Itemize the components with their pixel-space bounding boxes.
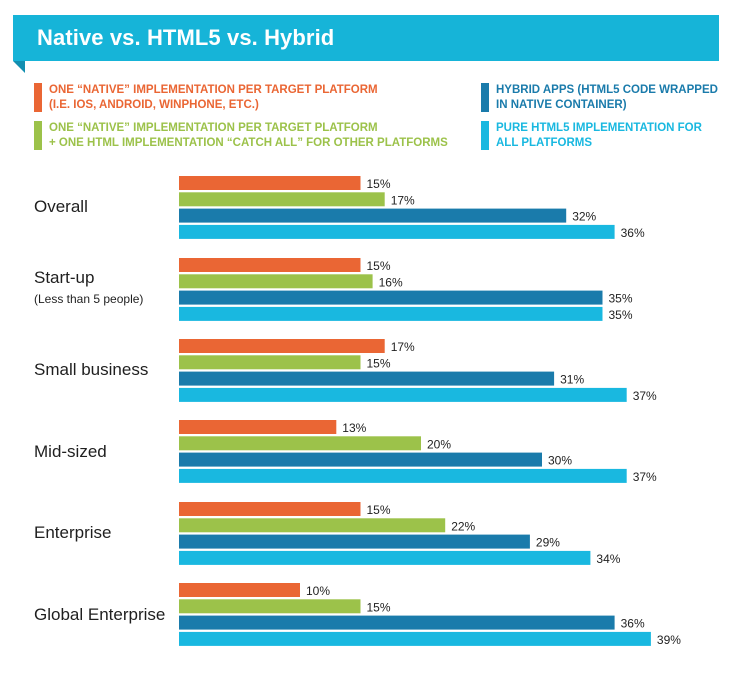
data-label-enterprise-native: 15% bbox=[367, 503, 391, 517]
bar-mid-sized-hybrid bbox=[179, 452, 542, 467]
data-label-overall-hybrid: 32% bbox=[572, 210, 596, 224]
data-label-enterprise-hybrid: 29% bbox=[536, 536, 560, 550]
bar-enterprise-pure-html5 bbox=[179, 550, 591, 565]
legend-label-native: ONE “NATIVE” IMPLEMENTATION PER TARGET P… bbox=[49, 84, 378, 111]
category-label-enterprise: Enterprise bbox=[34, 523, 112, 542]
data-label-mid-sized-native: 13% bbox=[342, 421, 366, 435]
title-banner: Native vs. HTML5 vs. Hybrid bbox=[13, 15, 719, 61]
bar-global-enterprise-pure-html5 bbox=[179, 631, 651, 646]
data-label-start-up-pure-html5: 35% bbox=[609, 308, 633, 322]
data-label-small-business-hybrid: 31% bbox=[560, 373, 584, 387]
data-label-enterprise-native-plus-html: 22% bbox=[451, 519, 475, 533]
bar-global-enterprise-native-plus-html bbox=[179, 599, 361, 614]
data-label-global-enterprise-pure-html5: 39% bbox=[657, 633, 681, 647]
legend-label-pure-html5: PURE HTML5 IMPLEMENTATION FOR ALL PLATFO… bbox=[496, 122, 702, 149]
data-label-overall-native: 15% bbox=[367, 177, 391, 191]
bar-global-enterprise-hybrid bbox=[179, 615, 615, 630]
legend-label-native-plus-html: ONE “NATIVE” IMPLEMENTATION PER TARGET P… bbox=[49, 122, 448, 149]
legend-item-native: ONE “NATIVE” IMPLEMENTATION PER TARGET P… bbox=[34, 83, 378, 113]
category-label-small-business: Small business bbox=[34, 360, 149, 379]
bar-mid-sized-pure-html5 bbox=[179, 468, 627, 483]
bar-start-up-pure-html5 bbox=[179, 306, 603, 321]
legend-item-native-plus-html: ONE “NATIVE” IMPLEMENTATION PER TARGET P… bbox=[34, 121, 448, 151]
data-label-small-business-native: 17% bbox=[391, 340, 415, 354]
legend-swatch-native bbox=[34, 83, 42, 112]
bar-enterprise-native bbox=[179, 502, 361, 516]
bar-enterprise-native-plus-html bbox=[179, 518, 446, 533]
bar-start-up-native bbox=[179, 258, 361, 272]
data-label-start-up-native-plus-html: 16% bbox=[379, 275, 403, 289]
banner-fold bbox=[13, 61, 25, 73]
data-label-small-business-native-plus-html: 15% bbox=[367, 356, 391, 370]
data-label-overall-pure-html5: 36% bbox=[621, 226, 645, 240]
category-label-start-up: Start-up bbox=[34, 268, 95, 287]
bar-global-enterprise-native bbox=[179, 583, 300, 597]
legend-label-hybrid: HYBRID APPS (HTML5 CODE WRAPPED IN NATIV… bbox=[496, 84, 718, 111]
bar-overall-pure-html5 bbox=[179, 224, 615, 239]
data-label-global-enterprise-native: 10% bbox=[306, 584, 330, 598]
data-label-overall-native-plus-html: 17% bbox=[391, 193, 415, 207]
bar-overall-hybrid bbox=[179, 208, 567, 223]
legend-item-hybrid: HYBRID APPS (HTML5 CODE WRAPPED IN NATIV… bbox=[481, 83, 718, 113]
data-label-global-enterprise-native-plus-html: 15% bbox=[367, 600, 391, 614]
bar-start-up-native-plus-html bbox=[179, 274, 373, 289]
category-label-global-enterprise: Global Enterprise bbox=[34, 605, 166, 624]
bar-small-business-native bbox=[179, 339, 385, 353]
bar-small-business-pure-html5 bbox=[179, 387, 627, 402]
data-label-small-business-pure-html5: 37% bbox=[633, 389, 657, 403]
chart-title: Native vs. HTML5 vs. Hybrid bbox=[37, 25, 335, 50]
bar-overall-native bbox=[179, 176, 361, 190]
data-label-enterprise-pure-html5: 34% bbox=[596, 552, 620, 566]
bar-mid-sized-native-plus-html bbox=[179, 436, 421, 451]
bar-overall-native-plus-html bbox=[179, 192, 385, 207]
category-sublabel-start-up: (Less than 5 people) bbox=[34, 292, 144, 306]
data-label-start-up-hybrid: 35% bbox=[609, 292, 633, 306]
bar-small-business-native-plus-html bbox=[179, 355, 361, 370]
data-label-global-enterprise-hybrid: 36% bbox=[621, 617, 645, 631]
bar-small-business-hybrid bbox=[179, 371, 555, 386]
legend-swatch-pure-html5 bbox=[481, 121, 489, 150]
data-label-mid-sized-pure-html5: 37% bbox=[633, 470, 657, 484]
data-label-start-up-native: 15% bbox=[367, 259, 391, 273]
category-label-overall: Overall bbox=[34, 197, 88, 216]
legend-swatch-hybrid bbox=[481, 83, 489, 112]
bar-enterprise-hybrid bbox=[179, 534, 530, 549]
legend-swatch-native-plus-html bbox=[34, 121, 42, 150]
bar-mid-sized-native bbox=[179, 420, 337, 434]
category-label-mid-sized: Mid-sized bbox=[34, 442, 107, 461]
data-label-mid-sized-native-plus-html: 20% bbox=[427, 437, 451, 451]
bar-start-up-hybrid bbox=[179, 290, 603, 305]
data-label-mid-sized-hybrid: 30% bbox=[548, 454, 572, 468]
legend-item-pure-html5: PURE HTML5 IMPLEMENTATION FOR ALL PLATFO… bbox=[481, 121, 702, 151]
